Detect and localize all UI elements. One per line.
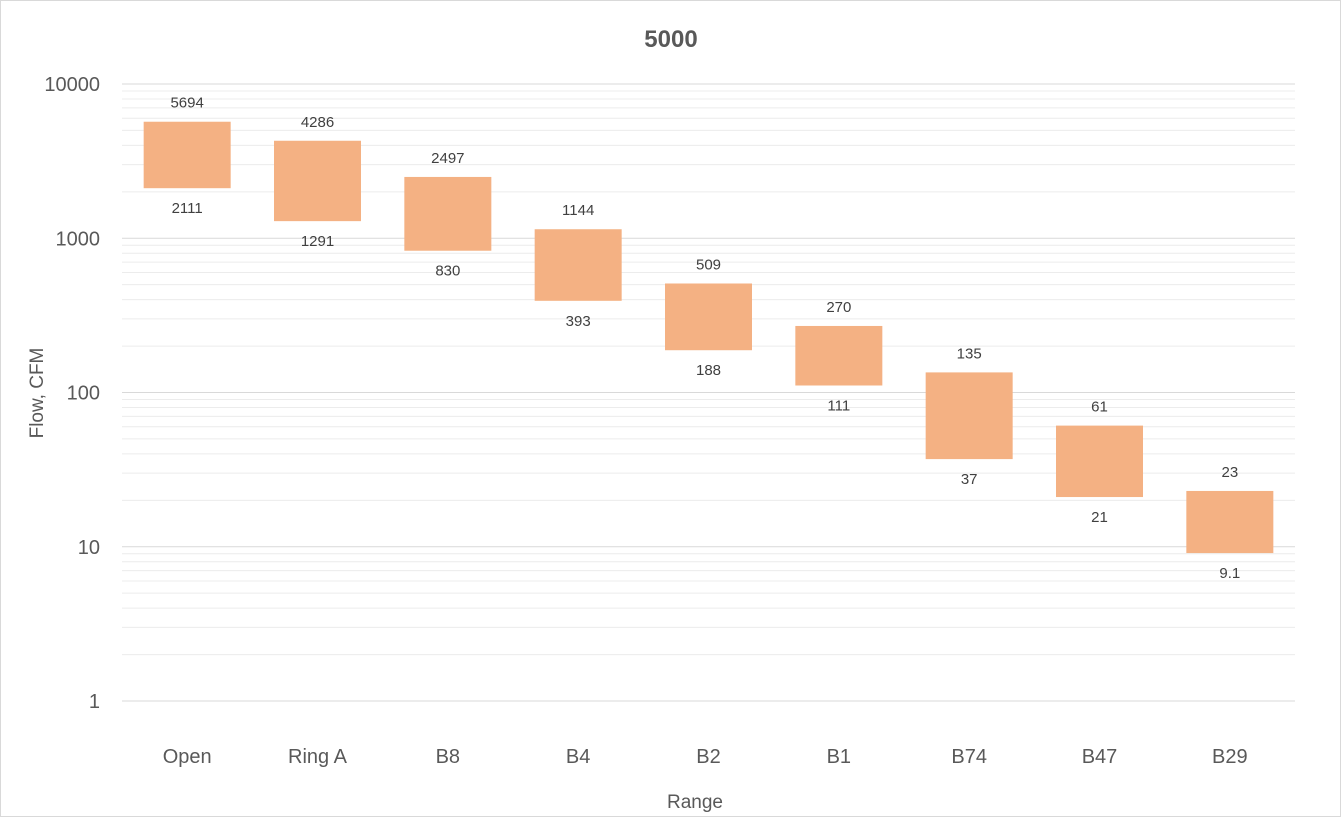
x-category-label: B74 <box>951 746 987 768</box>
gridlines <box>122 83 1295 702</box>
x-category-label: Ring A <box>288 746 348 768</box>
low-value-label: 2111 <box>172 200 203 217</box>
y-tick-label: 100 <box>67 383 100 405</box>
bars <box>143 121 1274 554</box>
high-value-label: 23 <box>1221 464 1238 481</box>
x-category-label: B29 <box>1212 746 1248 768</box>
range-bar <box>795 325 883 386</box>
y-tick-label: 10000 <box>44 74 100 96</box>
high-value-label: 270 <box>826 299 851 316</box>
low-value-label: 188 <box>696 362 721 379</box>
range-bar <box>665 283 752 351</box>
high-value-label: 135 <box>957 345 982 362</box>
low-value-label: 111 <box>827 398 850 415</box>
y-tick-label: 1000 <box>56 228 101 250</box>
y-tick-labels: 1 10 100 1000 10000 <box>44 74 100 713</box>
range-bar <box>534 229 622 301</box>
x-category-label: B8 <box>436 746 460 768</box>
x-category-label: B1 <box>827 746 851 768</box>
range-bar <box>404 176 492 251</box>
low-value-label: 1291 <box>301 233 334 250</box>
y-axis-title: Flow, CFM <box>27 348 48 439</box>
low-value-label: 21 <box>1091 509 1108 526</box>
range-bar <box>1186 490 1274 554</box>
x-category-label: B47 <box>1082 746 1118 768</box>
data-labels: 5694 2111 4286 1291 2497 830 1144 393 509 188 270 1… <box>170 95 1240 582</box>
low-value-label: 37 <box>961 471 978 488</box>
high-value-label: 4286 <box>301 114 334 131</box>
high-value-label: 2497 <box>431 150 464 167</box>
x-category-labels: Open Ring A B8 B4 B2 B1 B74 B47 B29 <box>163 746 1248 768</box>
x-category-label: B4 <box>566 746 590 768</box>
high-value-label: 61 <box>1091 399 1108 416</box>
x-category-label: Open <box>163 746 212 768</box>
high-value-label: 1144 <box>562 202 594 219</box>
high-value-label: 5694 <box>170 95 203 112</box>
x-axis-title: Range <box>667 792 723 813</box>
y-tick-label: 10 <box>78 537 100 559</box>
high-value-label: 509 <box>696 256 721 273</box>
range-bar <box>925 372 1013 460</box>
x-category-label: B2 <box>696 746 720 768</box>
low-value-label: 393 <box>566 313 591 330</box>
y-tick-label: 1 <box>89 691 100 713</box>
chart-title: 5000 <box>644 26 697 53</box>
range-bar <box>1056 425 1143 498</box>
range-bar <box>274 140 361 222</box>
low-value-label: 9.1 <box>1219 565 1240 582</box>
range-bar <box>143 121 231 189</box>
low-value-label: 830 <box>435 263 460 280</box>
